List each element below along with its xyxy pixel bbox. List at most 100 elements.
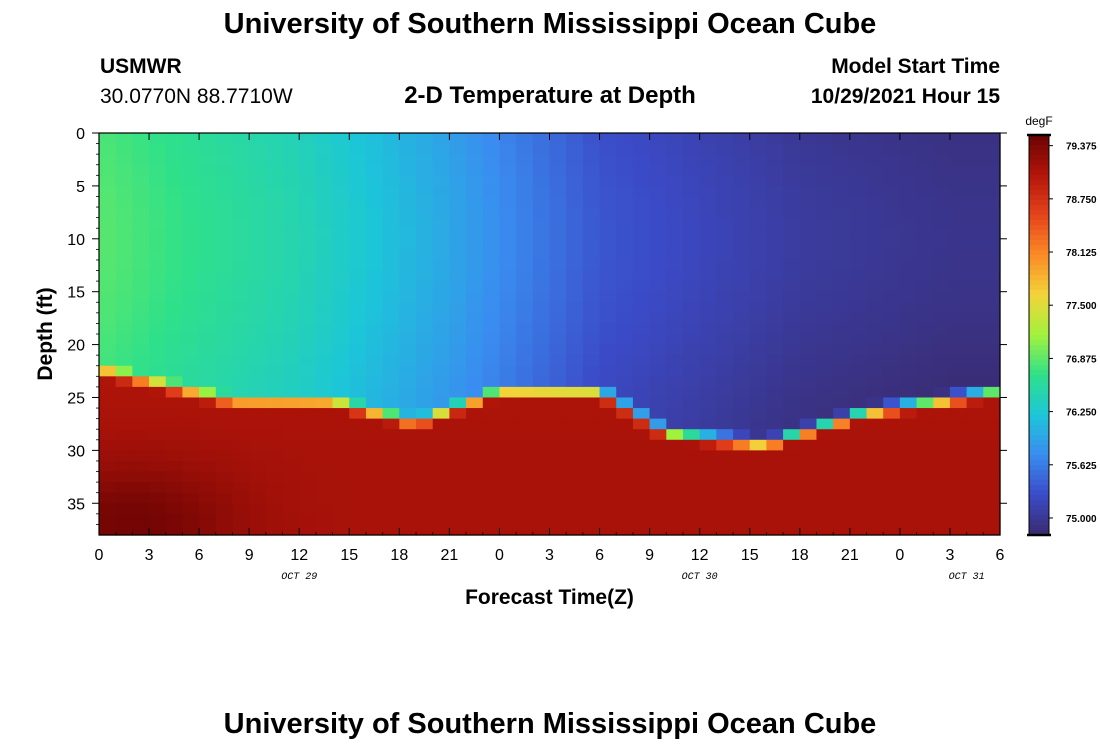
heatmap-cell	[299, 450, 317, 462]
heatmap-cell	[682, 524, 701, 536]
heatmap-cell	[199, 323, 217, 335]
heatmap-cell	[616, 408, 634, 420]
heatmap-cell	[449, 259, 467, 272]
heatmap-cell	[983, 524, 1001, 536]
heatmap-cell	[482, 259, 501, 272]
heatmap-cell	[816, 143, 834, 155]
heatmap-cell	[649, 164, 667, 176]
heatmap-cell	[299, 238, 317, 250]
heatmap-cell	[783, 270, 801, 282]
heatmap-cell	[916, 238, 934, 250]
heatmap-cell	[632, 302, 651, 314]
heatmap-cell	[115, 482, 133, 494]
heatmap-cell	[432, 376, 450, 388]
heatmap-cell	[249, 397, 267, 409]
colorbar-segment	[1029, 220, 1049, 226]
heatmap-cell	[115, 513, 133, 526]
heatmap-cell	[532, 524, 551, 536]
heatmap-cell	[966, 450, 984, 462]
heatmap-cell	[816, 503, 834, 515]
heatmap-cell	[416, 312, 434, 325]
heatmap-cell	[916, 365, 934, 377]
heatmap-cell	[632, 281, 651, 293]
heatmap-cell	[599, 408, 617, 420]
heatmap-cell	[816, 365, 834, 377]
heatmap-cell	[249, 133, 267, 145]
heatmap-cell	[466, 133, 484, 145]
heatmap-cell	[566, 503, 584, 515]
heatmap-cell	[516, 397, 534, 409]
heatmap-cell	[883, 482, 901, 494]
heatmap-cell	[749, 386, 768, 399]
heatmap-cell	[682, 365, 701, 377]
heatmap-cell	[232, 270, 250, 282]
heatmap-cell	[416, 249, 434, 261]
heatmap-cell	[649, 334, 667, 346]
heatmap-cell	[516, 291, 534, 303]
heatmap-cell	[265, 228, 284, 240]
heatmap-cell	[416, 365, 434, 377]
heatmap-cell	[299, 196, 317, 208]
heatmap-cell	[616, 471, 634, 483]
heatmap-cell	[682, 143, 701, 155]
heatmap-cell	[749, 133, 768, 145]
heatmap-cell	[966, 259, 984, 272]
heatmap-cell	[182, 154, 200, 166]
heatmap-cell	[716, 217, 734, 229]
colorbar-segment	[1029, 470, 1049, 476]
heatmap-cell	[332, 513, 350, 526]
heatmap-cell	[365, 196, 384, 208]
heatmap-cell	[466, 376, 484, 388]
heatmap-cell	[849, 429, 868, 441]
heatmap-cell	[449, 513, 467, 526]
heatmap-cell	[749, 238, 768, 250]
heatmap-cell	[849, 249, 868, 261]
heatmap-cell	[365, 217, 384, 229]
heatmap-cell	[783, 408, 801, 420]
heatmap-cell	[616, 418, 634, 430]
heatmap-cell	[349, 334, 367, 346]
heatmap-cell	[99, 217, 117, 229]
heatmap-cell	[916, 376, 934, 388]
heatmap-cell	[282, 281, 300, 293]
heatmap-cell	[933, 323, 951, 335]
heatmap-cell	[249, 143, 267, 155]
heatmap-cell	[532, 439, 551, 451]
heatmap-cell	[416, 460, 434, 473]
heatmap-cell	[466, 386, 484, 399]
heatmap-cell	[916, 513, 934, 526]
heatmap-cell	[749, 312, 768, 325]
heatmap-cell	[149, 302, 167, 314]
heatmap-cell	[549, 281, 567, 293]
heatmap-cell	[949, 302, 968, 314]
heatmap-cell	[332, 482, 350, 494]
heatmap-cell	[566, 217, 584, 229]
heatmap-cell	[783, 429, 801, 441]
heatmap-cell	[866, 291, 884, 303]
heatmap-cell	[232, 492, 250, 504]
heatmap-cell	[566, 429, 584, 441]
heatmap-cell	[883, 429, 901, 441]
heatmap-cell	[566, 513, 584, 526]
heatmap-cell	[399, 439, 417, 451]
heatmap-cell	[399, 164, 417, 176]
heatmap-cell	[249, 312, 267, 325]
heatmap-cell	[282, 503, 300, 515]
heatmap-cell	[799, 355, 818, 367]
heatmap-cell	[332, 133, 350, 145]
heatmap-cell	[165, 344, 184, 356]
heatmap-cell	[949, 196, 968, 208]
heatmap-cell	[149, 249, 167, 261]
heatmap-cell	[132, 513, 150, 526]
heatmap-cell	[916, 429, 934, 441]
station-id: USMWR	[100, 55, 182, 78]
heatmap-cell	[132, 185, 150, 198]
heatmap-cell	[149, 217, 167, 229]
heatmap-cell	[149, 365, 167, 377]
heatmap-cell	[432, 270, 450, 282]
heatmap-cell	[516, 207, 534, 219]
heatmap-cell	[566, 482, 584, 494]
heatmap-cell	[716, 471, 734, 483]
colorbar-segment	[1029, 330, 1049, 336]
heatmap-cell	[766, 418, 784, 430]
